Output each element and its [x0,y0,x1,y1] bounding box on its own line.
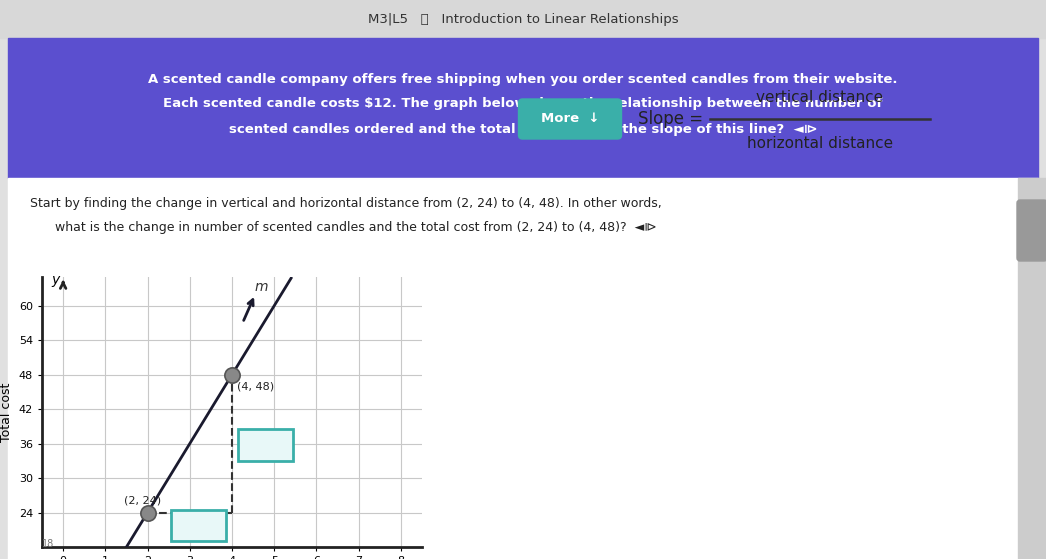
Text: A scented candle company offers free shipping when you order scented candles fro: A scented candle company offers free shi… [149,73,897,87]
Text: (4, 48): (4, 48) [237,381,274,391]
Text: y: y [51,273,60,287]
Bar [8,178,1038,559]
Bar [0,0,1046,38]
Text: scented candles ordered and the total cost. What is the slope of this line?  ◄⧐: scented candles ordered and the total co… [229,124,817,136]
Text: M3|L5   Ⓘ   Introduction to Linear Relationships: M3|L5 Ⓘ Introduction to Linear Relations… [368,12,678,26]
Text: Each scented candle costs $12. The graph below shows the relationship between th: Each scented candle costs $12. The graph… [163,97,883,111]
FancyBboxPatch shape [1017,200,1046,261]
Bar [238,429,293,461]
Text: vertical distance: vertical distance [756,89,884,105]
Text: m: m [255,281,269,295]
Text: 18: 18 [42,539,54,549]
FancyBboxPatch shape [519,99,621,139]
Text: (2, 24): (2, 24) [124,496,161,506]
Y-axis label: Total cost: Total cost [0,382,14,442]
Bar [1018,178,1046,559]
Text: horizontal distance: horizontal distance [747,135,893,150]
Text: Slope =: Slope = [638,110,708,128]
Text: Start by finding the change in vertical and horizontal distance from (2, 24) to : Start by finding the change in vertical … [30,197,662,210]
Text: what is the change in number of scented candles and the total cost from (2, 24) : what is the change in number of scented … [55,221,657,234]
Bar [1020,203,1044,258]
Text: More  ↓: More ↓ [541,112,599,126]
Bar [8,38,1038,178]
Bar [170,510,226,541]
